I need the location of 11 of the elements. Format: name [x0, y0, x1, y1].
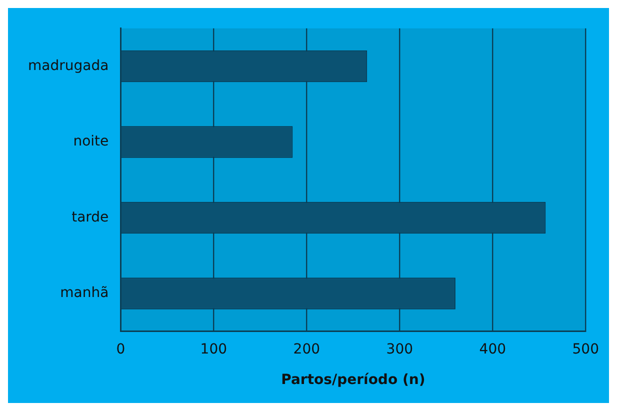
y-tick-label: tarde: [72, 209, 109, 226]
x-tick-label: 200: [293, 341, 320, 358]
y-tick-label: manhã: [60, 285, 109, 302]
y-tick-label: madrugada: [28, 58, 109, 74]
x-tick-label: 0: [116, 341, 126, 358]
x-tick-label: 500: [572, 341, 600, 358]
x-tick-label: 300: [386, 341, 414, 358]
y-tick-label: noite: [73, 134, 109, 150]
x-tick-label: 400: [479, 341, 506, 358]
x-axis-title: Partos/período (n): [281, 372, 426, 388]
x-tick-label: 100: [200, 341, 228, 358]
